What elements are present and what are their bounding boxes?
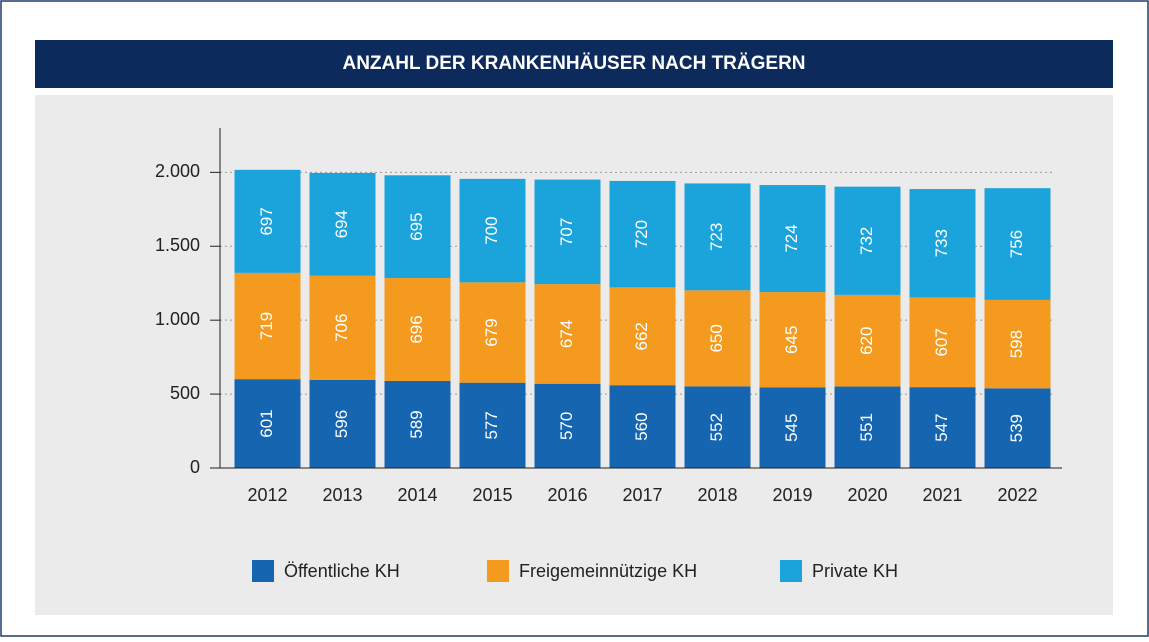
data-label: 539	[1007, 414, 1026, 442]
bar-segment	[834, 386, 901, 468]
data-label: 589	[407, 410, 426, 438]
data-label: 706	[332, 314, 351, 342]
data-label: 707	[557, 218, 576, 246]
bar-segment	[534, 284, 601, 384]
x-tick-label: 2019	[772, 485, 812, 505]
bar-segment	[459, 382, 526, 468]
data-label: 598	[1007, 330, 1026, 358]
data-label: 724	[782, 224, 801, 252]
y-tick-label: 500	[170, 383, 200, 403]
chart-title: ANZAHL DER KRANKENHÄUSER NACH TRÄGERN	[342, 53, 805, 74]
data-label: 601	[257, 409, 276, 437]
data-label: 723	[707, 223, 726, 251]
y-tick-label: 1.000	[155, 309, 200, 329]
bar-segment	[759, 292, 826, 388]
x-tick-label: 2015	[472, 485, 512, 505]
y-tick-label: 2.000	[155, 161, 200, 181]
data-label: 570	[557, 412, 576, 440]
bar-segment	[534, 383, 601, 468]
legend-label: Private KH	[812, 561, 898, 581]
y-tick-label: 1.500	[155, 235, 200, 255]
data-label: 733	[932, 229, 951, 257]
bar-segment	[309, 379, 376, 468]
bar-segment	[234, 169, 301, 273]
data-label: 650	[707, 324, 726, 352]
data-label: 620	[857, 327, 876, 355]
data-label: 551	[857, 413, 876, 441]
bar-segment	[909, 189, 976, 298]
bar-segment	[234, 379, 301, 468]
data-label: 560	[632, 412, 651, 440]
legend-swatch	[780, 560, 802, 582]
data-label: 732	[857, 227, 876, 255]
bar-segment	[984, 188, 1051, 300]
bar-segment	[384, 380, 451, 468]
data-label: 607	[932, 328, 951, 356]
bar-segment	[984, 388, 1051, 468]
data-label: 720	[632, 220, 651, 248]
bar-segment	[609, 287, 676, 386]
data-label: 552	[707, 413, 726, 441]
x-tick-label: 2016	[547, 485, 587, 505]
data-label: 577	[482, 411, 501, 439]
bar-segment	[534, 179, 601, 285]
x-tick-label: 2021	[922, 485, 962, 505]
data-label: 700	[482, 216, 501, 244]
legend-swatch	[252, 560, 274, 582]
legend-label: Freigemeinnützige KH	[519, 561, 697, 581]
bar-segment	[384, 278, 451, 381]
title-bar	[35, 40, 1113, 88]
x-tick-label: 2013	[322, 485, 362, 505]
bar-segment	[309, 275, 376, 380]
data-label: 645	[782, 326, 801, 354]
bar-segment	[234, 272, 301, 380]
data-label: 674	[557, 320, 576, 348]
data-label: 679	[482, 318, 501, 346]
bar-segment	[909, 297, 976, 388]
y-tick-label: 0	[190, 457, 200, 477]
data-label: 694	[332, 210, 351, 238]
x-tick-label: 2017	[622, 485, 662, 505]
bar-segment	[459, 178, 526, 283]
data-label: 547	[932, 413, 951, 441]
data-label: 695	[407, 212, 426, 240]
data-label: 545	[782, 414, 801, 442]
bar-segment	[684, 386, 751, 468]
bar-segment	[909, 387, 976, 468]
bar-segment	[309, 172, 376, 276]
data-label: 719	[257, 312, 276, 340]
bar-segment	[834, 186, 901, 295]
x-tick-label: 2018	[697, 485, 737, 505]
bar-segment	[759, 185, 826, 293]
x-tick-label: 2020	[847, 485, 887, 505]
bar-segment	[684, 183, 751, 291]
bar-segment	[759, 387, 826, 468]
bar-segment	[834, 294, 901, 387]
data-label: 697	[257, 207, 276, 235]
data-label: 696	[407, 315, 426, 343]
data-label: 756	[1007, 230, 1026, 258]
data-label: 596	[332, 410, 351, 438]
bar-segment	[984, 299, 1051, 389]
bar-segment	[609, 180, 676, 288]
legend-label: Öffentliche KH	[284, 561, 400, 581]
bar-segment	[384, 175, 451, 279]
bar-segment	[459, 282, 526, 383]
legend-swatch	[487, 560, 509, 582]
x-tick-label: 2012	[247, 485, 287, 505]
bar-segment	[609, 385, 676, 468]
data-label: 662	[632, 322, 651, 350]
bar-segment	[684, 290, 751, 387]
x-tick-label: 2014	[397, 485, 437, 505]
x-tick-label: 2022	[997, 485, 1037, 505]
